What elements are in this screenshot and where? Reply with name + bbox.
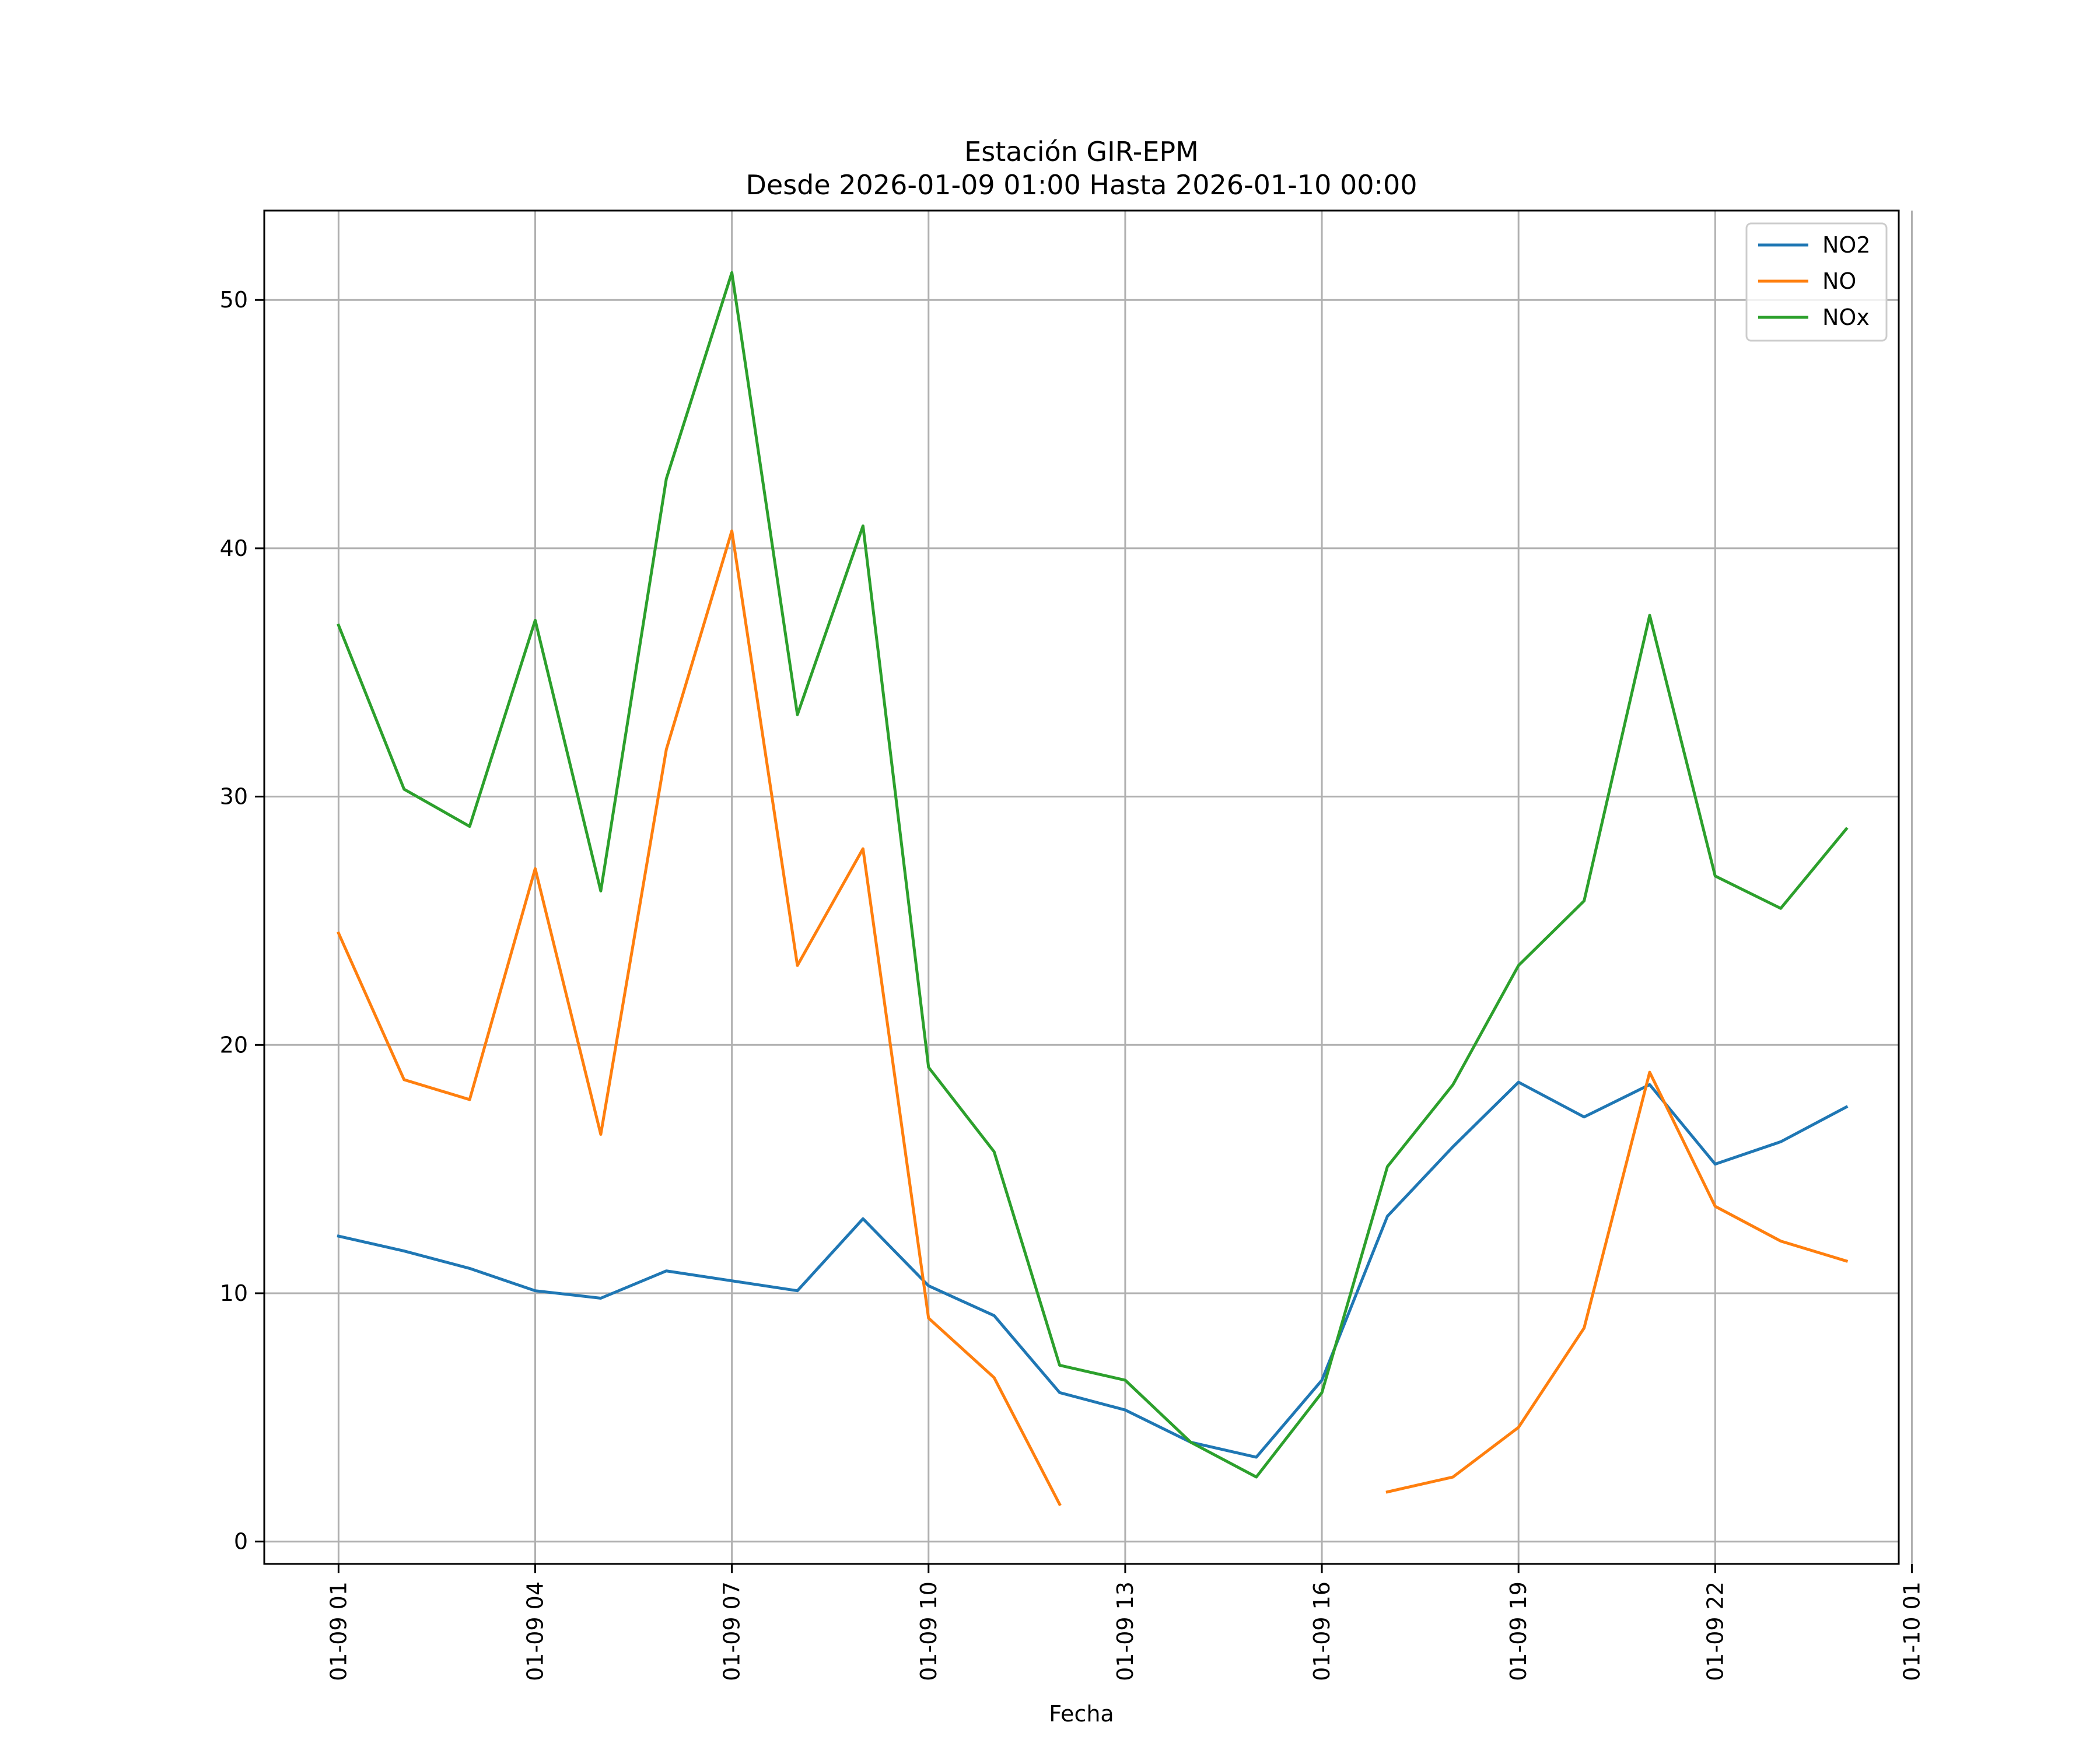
series-line-no bbox=[1385, 1070, 1849, 1494]
x-tick-label: 01-09 22 bbox=[1702, 1581, 1728, 1681]
x-tick-label: 01-10 01 bbox=[1899, 1581, 1924, 1681]
plot-frame bbox=[263, 209, 1900, 1565]
y-tick-label: 30 bbox=[220, 784, 248, 810]
legend-frame bbox=[1745, 222, 1888, 342]
x-tick-label: 01-09 01 bbox=[326, 1581, 351, 1681]
y-tick-label: 50 bbox=[220, 287, 248, 313]
series-line-no bbox=[337, 529, 1062, 1507]
grid bbox=[264, 211, 1913, 1564]
x-axis-label: Fecha bbox=[1049, 1701, 1114, 1727]
x-tick-label: 01-09 19 bbox=[1506, 1581, 1531, 1681]
legend-label-no: NO bbox=[1822, 268, 1856, 294]
legend: NO2 NO NOx bbox=[1745, 222, 1888, 342]
series-lines bbox=[337, 271, 1849, 1507]
y-tick-label: 20 bbox=[220, 1032, 248, 1058]
y-tick-label: 0 bbox=[234, 1529, 248, 1555]
x-tick-label: 01-09 16 bbox=[1309, 1581, 1335, 1681]
x-tick-label: 01-09 10 bbox=[916, 1581, 942, 1681]
series-line-no2 bbox=[337, 1080, 1849, 1459]
chart-title: Estación GIR-EPM bbox=[964, 136, 1199, 167]
x-tick-label: 01-09 04 bbox=[523, 1581, 548, 1681]
legend-label-nox: NOx bbox=[1822, 304, 1870, 330]
legend-label-no2: NO2 bbox=[1822, 232, 1871, 258]
axis-ticks: 01-09 01 01-09 04 01-09 07 01-09 10 01-09 13… bbox=[220, 287, 1925, 1681]
x-tick-label: 01-09 13 bbox=[1112, 1581, 1138, 1681]
x-tick-label: 01-09 07 bbox=[719, 1581, 745, 1681]
y-tick-label: 40 bbox=[220, 536, 248, 561]
series-line-nox bbox=[337, 271, 1849, 1479]
chart-subtitle: Desde 2026-01-09 01:00 Hasta 2026-01-10 … bbox=[746, 169, 1417, 201]
y-tick-label: 10 bbox=[220, 1280, 248, 1306]
